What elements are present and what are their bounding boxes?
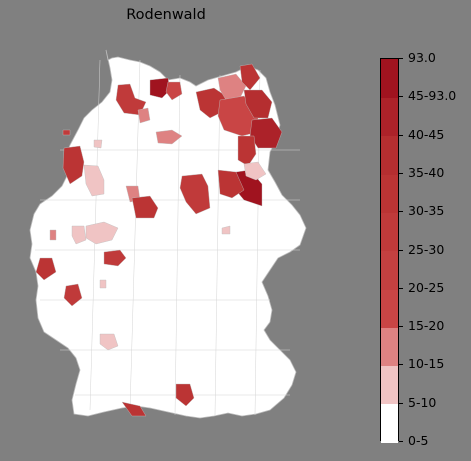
colorbar-tick <box>399 403 403 404</box>
district-center-north <box>155 129 183 145</box>
district-south-3 <box>121 401 147 417</box>
district-central-east <box>217 169 245 199</box>
colorbar-tick <box>399 364 403 365</box>
map-title: Rodenwald <box>126 7 206 23</box>
district-west-2 <box>83 164 105 197</box>
colorbar-tick-label: 45-93.0 <box>408 87 457 103</box>
district-borders <box>35 59 300 416</box>
district-west-1 <box>62 129 71 136</box>
colorbar-tick <box>399 211 403 212</box>
district-west-7 <box>63 283 83 307</box>
colorbar-tick-label: 20-25 <box>408 279 445 295</box>
colorbar-tick <box>399 250 403 251</box>
colorbar-segment <box>381 97 398 137</box>
colorbar-segment <box>381 327 398 367</box>
colorbar-tick <box>399 96 403 97</box>
colorbar-tick <box>399 135 403 136</box>
colorbar-tick-label: 5-10 <box>408 394 437 410</box>
district-east-3 <box>243 161 267 181</box>
district-east-coast-4 <box>239 63 261 91</box>
district-west-4 <box>103 249 127 267</box>
district-layer <box>35 63 283 417</box>
district-central-3 <box>131 195 159 219</box>
district-west-3 <box>93 139 103 149</box>
district-north-3 <box>137 107 151 124</box>
colorbar-tick <box>399 288 403 289</box>
colorbar-segment <box>381 288 398 328</box>
district-central-1 <box>179 173 211 215</box>
colorbar-tick <box>399 173 403 174</box>
district-north-2 <box>165 81 183 101</box>
district-central-5 <box>71 225 87 245</box>
colorbar-tick <box>399 58 403 59</box>
colorbar-tick <box>399 441 403 442</box>
colorbar <box>380 58 399 443</box>
colorbar-tick-label: 40-45 <box>408 126 445 142</box>
colorbar-tick-label: 93.0 <box>408 49 436 65</box>
colorbar-tick-label: 30-35 <box>408 202 445 218</box>
colorbar-segment <box>381 250 398 290</box>
district-south-1 <box>99 333 119 351</box>
colorbar-tick-label: 0-5 <box>408 432 429 448</box>
district-east-4 <box>221 225 231 235</box>
colorbar-tick-label: 35-40 <box>408 164 445 180</box>
colorbar-segment <box>381 212 398 252</box>
district-north-border <box>149 77 171 99</box>
district-west-coast <box>62 145 85 185</box>
district-south-2 <box>175 383 195 407</box>
colorbar-segment <box>381 365 398 405</box>
district-central-4 <box>85 221 119 245</box>
district-south-4 <box>99 279 107 289</box>
colorbar-tick <box>399 326 403 327</box>
colorbar-segment <box>381 59 398 98</box>
district-east-coast-6 <box>243 89 273 119</box>
district-east-1 <box>237 135 257 167</box>
colorbar-segment <box>381 173 398 213</box>
colorbar-segment <box>381 135 398 175</box>
colorbar-segment <box>381 403 398 443</box>
district-west-5 <box>35 257 57 281</box>
colorbar-tick-label: 15-20 <box>408 317 445 333</box>
colorbar-tick-label: 25-30 <box>408 241 445 257</box>
district-west-6 <box>49 229 57 241</box>
colorbar-tick-label: 10-15 <box>408 355 445 371</box>
district-north-1 <box>115 83 147 116</box>
